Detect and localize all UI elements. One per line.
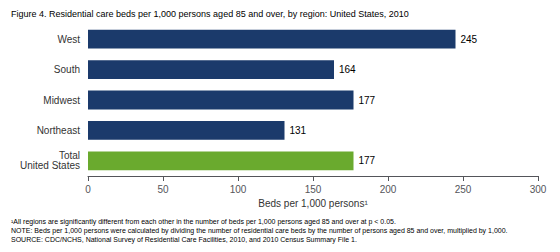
svg-text:150: 150 bbox=[305, 184, 322, 195]
svg-text:100: 100 bbox=[230, 184, 247, 195]
svg-text:177: 177 bbox=[359, 95, 376, 106]
svg-text:164: 164 bbox=[339, 64, 356, 75]
svg-text:Northeast: Northeast bbox=[37, 125, 81, 136]
svg-text:245: 245 bbox=[461, 34, 478, 45]
svg-text:Beds per 1,000 persons¹: Beds per 1,000 persons¹ bbox=[258, 198, 368, 209]
svg-text:250: 250 bbox=[455, 184, 472, 195]
svg-text:West: West bbox=[57, 34, 80, 45]
svg-text:SOURCE: CDC/NCHS, National Sur: SOURCE: CDC/NCHS, National Survey of Res… bbox=[11, 236, 357, 244]
svg-text:¹All regions are significantly: ¹All regions are significantly different… bbox=[11, 218, 396, 226]
svg-text:Midwest: Midwest bbox=[43, 95, 80, 106]
svg-text:Total: Total bbox=[58, 150, 80, 162]
svg-text:South: South bbox=[54, 64, 80, 75]
svg-text:177: 177 bbox=[359, 155, 376, 166]
svg-text:131: 131 bbox=[290, 125, 307, 136]
svg-text:0: 0 bbox=[85, 184, 91, 195]
svg-text:200: 200 bbox=[380, 184, 397, 195]
svg-text:50: 50 bbox=[157, 184, 169, 195]
svg-text:United States: United States bbox=[20, 160, 80, 171]
svg-text:NOTE: Beds per 1,000 persons w: NOTE: Beds per 1,000 persons were calcul… bbox=[11, 227, 508, 235]
svg-text:Figure 4. Residential care bed: Figure 4. Residential care beds per 1,00… bbox=[11, 9, 409, 19]
svg-text:300: 300 bbox=[530, 184, 547, 195]
